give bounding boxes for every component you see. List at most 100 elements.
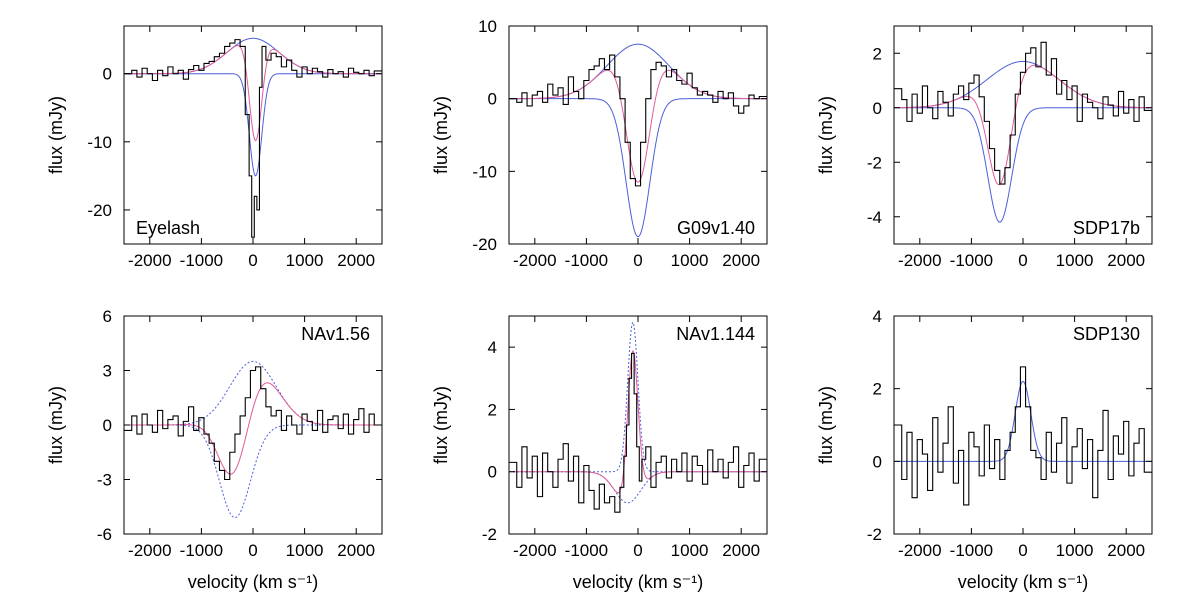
- panel-3: -2000 -1000 0 1000 2000 6 3 0 -3 -6 flux (mJy) velo…: [46, 307, 383, 592]
- x-tick-label: -1000: [950, 541, 993, 560]
- plot-frame: [123, 25, 383, 245]
- y-tick-label: 0: [488, 90, 497, 109]
- panel-label: SDP130: [1073, 324, 1140, 344]
- y-tick-label: 10: [478, 17, 497, 36]
- x-tick-label: 1000: [671, 251, 709, 270]
- x-tick-label: 0: [248, 541, 257, 560]
- y-tick-label: 4: [873, 307, 882, 326]
- fit-absorption-curve: [894, 107, 1152, 223]
- x-tick-label: -1000: [565, 251, 608, 270]
- y-tick-label: 2: [873, 44, 882, 63]
- x-tick-label: 2000: [722, 541, 760, 560]
- y-tick-label: 0: [873, 452, 882, 471]
- fit-emission-curve: [894, 380, 1152, 462]
- fit-combined-curve: [509, 69, 767, 183]
- fit-combined-curve: [124, 382, 382, 475]
- x-tick-label: -2000: [128, 251, 171, 270]
- fit-emission-curve: [509, 320, 767, 473]
- panel-label: Eyelash: [136, 218, 200, 238]
- plot-frame: [508, 315, 768, 535]
- panel-5: -2000 -1000 0 1000 2000 4 2 0 -2 flux (mJy) veloci…: [816, 307, 1153, 592]
- x-tick-label: -2000: [128, 541, 171, 560]
- panel-4: -2000 -1000 0 1000 2000 4 2 0 -2 flux (mJy) veloci…: [431, 315, 768, 592]
- x-tick-label: -2000: [513, 541, 556, 560]
- y-tick-label: -6: [97, 525, 112, 544]
- x-tick-label: 1000: [286, 541, 324, 560]
- plot-area: [124, 360, 382, 519]
- spectrum-step-line: [124, 366, 382, 481]
- fit-emission-curve: [124, 37, 382, 75]
- y-axis-label: flux (mJy): [816, 96, 836, 174]
- x-tick-label: 0: [1018, 251, 1027, 270]
- x-tick-label: 0: [633, 541, 642, 560]
- fit-combined-curve: [124, 45, 382, 142]
- y-tick-label: -2: [482, 525, 497, 544]
- x-tick-label: 0: [1018, 541, 1027, 560]
- x-tick-label: -2000: [898, 541, 941, 560]
- panel-0: -2000 -1000 0 1000 2000 0 -10 -20 flux (mJy) Eyel…: [46, 25, 383, 270]
- y-tick-label: -10: [472, 162, 497, 181]
- y-tick-label: -3: [97, 471, 112, 490]
- y-axis-label: flux (mJy): [431, 386, 451, 464]
- spectrum-step-line: [124, 39, 382, 238]
- x-tick-label: 1000: [671, 541, 709, 560]
- panel-1: -2000 -1000 0 1000 2000 10 0 -10 -20 flux (mJy) G0…: [431, 17, 768, 270]
- spectrum-step-line: [509, 352, 767, 513]
- panel-label: NAv1.56: [301, 324, 370, 344]
- spectrum-step-line: [894, 366, 1152, 506]
- y-tick-label: -4: [867, 208, 882, 227]
- panel-label: G09v1.40: [677, 218, 755, 238]
- x-tick-label: 2000: [1107, 541, 1145, 560]
- y-tick-label: 0: [873, 99, 882, 118]
- y-tick-label: 3: [103, 362, 112, 381]
- fit-emission-curve: [894, 60, 1152, 109]
- y-tick-label: 2: [488, 400, 497, 419]
- plot-area: [509, 43, 767, 238]
- plot-area: [894, 41, 1152, 223]
- x-tick-label: 2000: [722, 251, 760, 270]
- plot-area: [894, 366, 1152, 506]
- x-tick-label: 1000: [286, 251, 324, 270]
- x-tick-label: 1000: [1056, 541, 1094, 560]
- y-axis-label: flux (mJy): [46, 386, 66, 464]
- y-tick-label: 0: [103, 65, 112, 84]
- y-axis-label: flux (mJy): [431, 96, 451, 174]
- plot-frame: [508, 25, 768, 245]
- x-tick-label: 0: [633, 251, 642, 270]
- x-tick-label: 2000: [1107, 251, 1145, 270]
- x-tick-label: 0: [248, 251, 257, 270]
- x-tick-label: -1000: [565, 541, 608, 560]
- y-axis-label: flux (mJy): [46, 96, 66, 174]
- x-tick-label: -2000: [898, 251, 941, 270]
- y-tick-label: -10: [87, 133, 112, 152]
- y-tick-label: 6: [103, 307, 112, 326]
- spectrum-step-line: [894, 41, 1152, 185]
- x-tick-label: -2000: [513, 251, 556, 270]
- panel-label: NAv1.144: [676, 324, 755, 344]
- x-tick-label: -1000: [950, 251, 993, 270]
- panel-label: SDP17b: [1073, 218, 1140, 238]
- fit-absorption-curve: [124, 73, 382, 177]
- plot-area: [509, 320, 767, 513]
- x-tick-label: 2000: [337, 541, 375, 560]
- y-axis-label: flux (mJy): [816, 386, 836, 464]
- plot-frame: [893, 25, 1153, 245]
- y-tick-label: 2: [873, 380, 882, 399]
- fit-absorption-curve: [509, 98, 767, 238]
- y-tick-label: -20: [87, 201, 112, 220]
- y-tick-label: -20: [472, 235, 497, 254]
- y-tick-label: 0: [488, 463, 497, 482]
- x-tick-label: -1000: [180, 541, 223, 560]
- x-axis-label: velocity (km s⁻¹): [573, 572, 704, 592]
- spectrum-step-line: [509, 54, 767, 187]
- x-tick-label: 2000: [337, 251, 375, 270]
- y-tick-label: -2: [867, 153, 882, 172]
- fit-absorption-curve: [124, 424, 382, 519]
- x-tick-label: -1000: [180, 251, 223, 270]
- x-axis-label: velocity (km s⁻¹): [958, 572, 1089, 592]
- y-tick-label: -2: [867, 525, 882, 544]
- y-tick-label: 0: [103, 416, 112, 435]
- panel-2: -2000 -1000 0 1000 2000 2 0 -2 -4 flux (mJy) SDP17…: [816, 25, 1153, 270]
